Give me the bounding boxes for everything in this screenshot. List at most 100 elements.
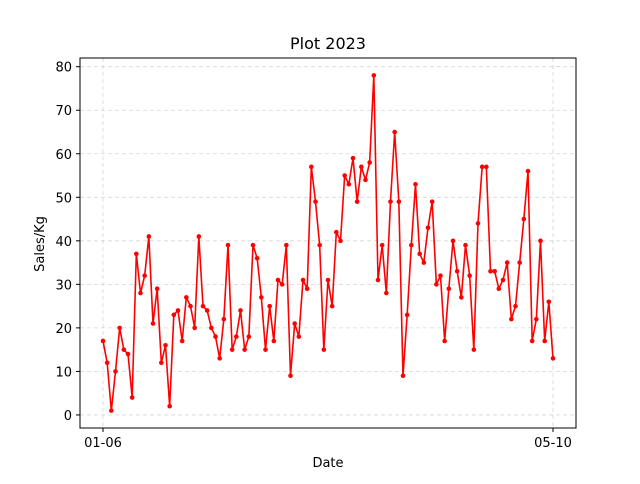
data-point — [521, 216, 527, 222]
data-point — [275, 277, 281, 283]
data-point — [538, 238, 543, 244]
data-point — [479, 164, 485, 170]
data-point — [525, 168, 531, 174]
data-point — [229, 347, 235, 352]
data-point — [246, 334, 252, 339]
data-point — [400, 373, 406, 379]
data-point — [500, 277, 506, 283]
y-tick-label: 20 — [55, 322, 72, 337]
data-point — [396, 199, 402, 204]
data-point — [417, 251, 422, 257]
data-point — [509, 316, 514, 322]
y-tick-label: 60 — [55, 148, 72, 163]
data-point — [284, 242, 289, 248]
data-point — [342, 173, 347, 178]
data-point — [534, 316, 539, 322]
data-point — [288, 373, 293, 379]
data-point — [171, 312, 177, 318]
data-point — [234, 334, 239, 339]
data-point — [446, 286, 452, 292]
y-tick-label: 10 — [55, 365, 72, 380]
data-point — [313, 199, 318, 204]
data-point — [375, 277, 381, 283]
data-point — [188, 303, 193, 309]
data-point — [475, 221, 481, 226]
y-tick-label: 80 — [55, 61, 72, 76]
y-tick-label: 40 — [55, 235, 72, 250]
data-point — [513, 303, 518, 309]
y-tick-label: 70 — [55, 104, 72, 119]
data-point — [138, 290, 143, 296]
data-point — [542, 338, 547, 344]
plot-frame — [79, 57, 577, 429]
data-point — [259, 295, 264, 300]
data-point — [459, 295, 464, 300]
data-point — [209, 325, 214, 331]
data-point — [488, 268, 493, 274]
data-point — [292, 321, 297, 326]
data-point — [179, 338, 185, 344]
x-tick-label: 01-06 — [84, 436, 122, 451]
data-point — [300, 277, 306, 283]
data-point — [125, 351, 131, 357]
data-point — [167, 403, 172, 409]
data-point — [429, 199, 435, 204]
data-point — [100, 338, 106, 344]
data-point — [250, 242, 256, 248]
data-point — [146, 234, 152, 239]
data-point — [450, 238, 456, 244]
data-point — [129, 395, 135, 400]
y-axis-label: Sales/Kg — [33, 216, 48, 272]
data-point — [175, 308, 181, 313]
data-point — [438, 273, 443, 278]
data-point — [117, 325, 122, 331]
y-tick-label: 30 — [55, 278, 72, 293]
data-point — [184, 295, 189, 300]
data-point — [317, 242, 322, 248]
data-point — [529, 338, 535, 344]
x-tick-label: 05-10 — [534, 436, 572, 451]
axes: 0 10 20 30 40 50 60 70 80 01-06 05-10 — [55, 57, 577, 451]
data-point — [392, 129, 397, 135]
data-point — [196, 234, 202, 239]
data-point — [304, 286, 310, 292]
chart-title: Plot 2023 — [290, 34, 366, 53]
data-point — [517, 260, 522, 265]
data-point — [346, 181, 352, 187]
data-point — [425, 225, 431, 231]
data-point — [263, 347, 268, 352]
data-point — [363, 177, 368, 183]
data-point — [213, 334, 218, 339]
data-point — [409, 242, 414, 248]
data-point — [413, 181, 418, 187]
data-point — [225, 242, 231, 248]
data-point — [359, 164, 364, 170]
data-point — [134, 251, 139, 257]
data-point — [434, 282, 439, 287]
data-point — [217, 356, 222, 361]
data-point — [350, 155, 356, 161]
data-point — [354, 199, 360, 204]
data-point — [454, 268, 460, 274]
y-tick-label: 50 — [55, 191, 72, 206]
data-point — [496, 286, 502, 292]
x-axis-label: Date — [312, 456, 343, 471]
data-point — [504, 260, 510, 265]
data-point — [467, 273, 472, 278]
data-point — [384, 290, 389, 296]
data-point — [379, 242, 385, 248]
series-line — [102, 74, 554, 412]
data-point — [371, 73, 377, 78]
series — [100, 73, 556, 413]
data-point — [309, 164, 314, 170]
data-point — [221, 316, 227, 322]
data-point — [471, 347, 477, 352]
data-point — [388, 199, 393, 204]
data-point — [338, 238, 343, 244]
data-point — [404, 312, 410, 318]
data-point — [325, 277, 331, 283]
data-point — [204, 308, 210, 313]
data-point — [421, 260, 427, 265]
